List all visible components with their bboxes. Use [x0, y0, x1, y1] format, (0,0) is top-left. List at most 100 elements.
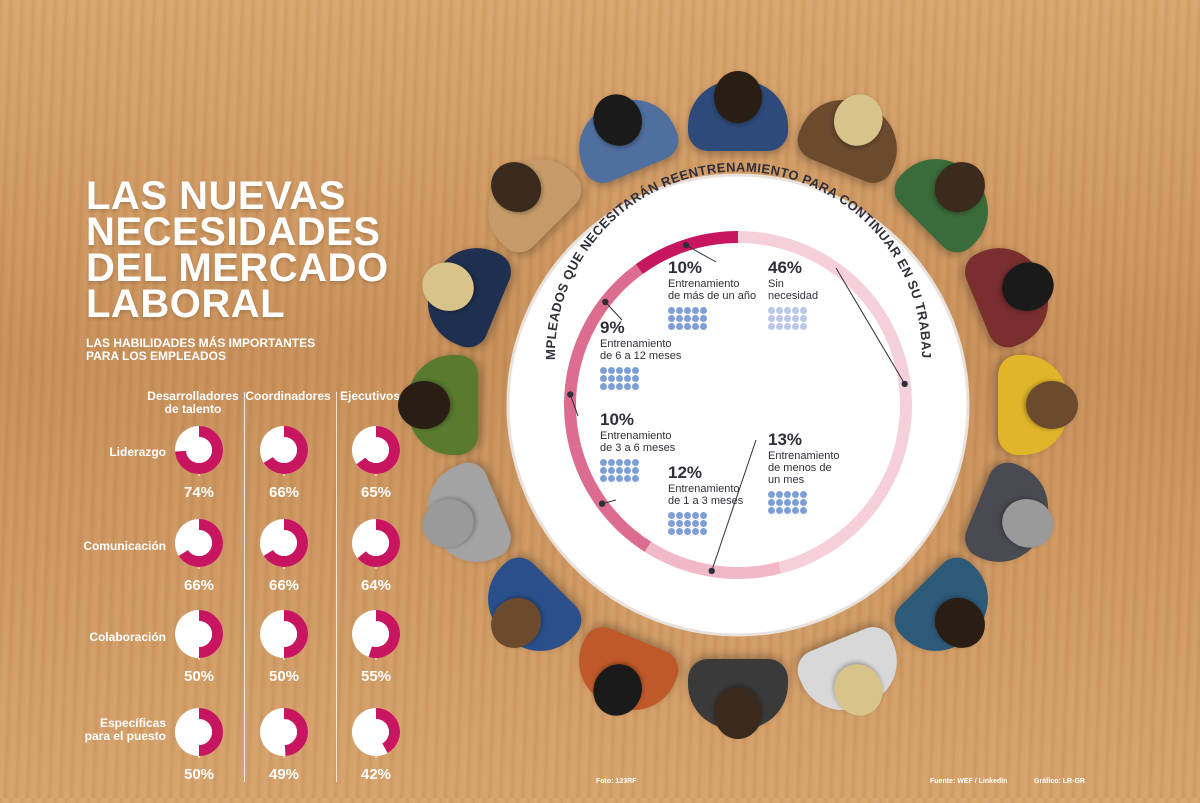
segment-text: Entrenamiento — [668, 278, 740, 290]
skill-donut — [258, 706, 310, 758]
skill-donut-hole — [363, 437, 389, 463]
segment-value: 9% — [600, 318, 625, 337]
dot-matrix — [600, 367, 644, 391]
skill-donut — [173, 424, 225, 476]
skill-donut-svg — [352, 519, 400, 569]
skill-donut-hole — [186, 621, 212, 647]
segment-text: necesidad — [768, 290, 819, 302]
row-label-job-specific: Específicas para el puesto — [70, 717, 166, 743]
segment-value: 46% — [768, 258, 803, 277]
skill-donut — [350, 706, 402, 758]
title-line: LABORAL — [86, 282, 286, 326]
skill-donut — [258, 517, 310, 569]
skill-donut-svg — [352, 610, 400, 660]
skill-donut-value: 55% — [360, 668, 392, 685]
skill-donut-svg — [175, 426, 223, 476]
skill-donut-value: 50% — [183, 668, 215, 685]
leader-line — [711, 439, 757, 572]
skill-donut — [173, 706, 225, 758]
seated-person — [678, 51, 798, 171]
title-line: LAS NUEVAS — [86, 174, 346, 218]
person-head — [714, 71, 762, 123]
skill-donut-arc — [198, 708, 223, 756]
skill-donut — [258, 608, 310, 660]
segment-value: 10% — [600, 410, 635, 429]
segment-label-more-than-year: 10% Entrenamiento de más de un año — [668, 258, 756, 331]
leader-line — [835, 267, 906, 385]
skill-donut-value: 50% — [268, 668, 300, 685]
skill-donut-hole — [363, 719, 389, 745]
skill-donut-svg — [260, 519, 308, 569]
skill-donut — [350, 517, 402, 569]
segment-label-1-3-months: 12% Entrenamiento de 1 a 3 meses — [668, 463, 743, 536]
skill-donut — [350, 424, 402, 476]
title-line: NECESIDADES — [86, 210, 381, 254]
dot-matrix — [668, 512, 712, 536]
skill-donut-svg — [352, 426, 400, 476]
leader-lines — [567, 242, 908, 575]
source-credit: Fuente: WEF / LinkedIn — [930, 778, 1008, 785]
skill-donut — [173, 517, 225, 569]
segment-text: de más de un año — [668, 290, 757, 302]
row-label-line: Específicas — [99, 716, 166, 730]
skill-donut-arc — [356, 426, 400, 474]
skill-donut-value: 66% — [268, 577, 300, 594]
skill-donut-arc — [263, 426, 308, 474]
segment-text: Entrenamiento — [668, 483, 740, 495]
segment-label-no-need: 46% Sin necesidad — [768, 258, 818, 331]
segment-value: 12% — [668, 463, 703, 482]
column-header-line: Ejecutivos — [339, 389, 401, 403]
skill-donut-value: 66% — [268, 484, 300, 501]
skill-donut-arc — [198, 610, 223, 658]
table-top — [506, 173, 970, 637]
segment-label-6-12-months: 9% Entrenamiento de 6 a 12 meses — [600, 318, 681, 391]
segment-text: Entrenamiento — [768, 450, 840, 462]
column-header-line: Desarrolladores — [147, 389, 239, 403]
segment-text: de 1 a 3 meses — [668, 495, 744, 507]
skill-donut-hole — [271, 437, 297, 463]
skill-donut-value: 66% — [183, 577, 215, 594]
dot-matrix — [768, 307, 812, 331]
skill-donut-hole — [363, 621, 389, 647]
skill-donut-arc — [357, 519, 400, 567]
skill-donut-hole — [271, 719, 297, 745]
column-divider — [244, 392, 245, 782]
leader-line — [569, 394, 579, 417]
skill-donut-arc — [178, 519, 223, 567]
column-header-coordinators: Coordinadores — [240, 390, 336, 403]
skill-donut-hole — [271, 530, 297, 556]
page-title: LAS NUEVAS NECESIDADES DEL MERCADO LABOR… — [86, 174, 406, 326]
skill-donut-arc — [283, 708, 308, 756]
segment-text: Sin — [768, 278, 784, 290]
skill-donut-svg — [175, 610, 223, 660]
segment-text: un mes — [768, 474, 805, 486]
column-header-line: Coordinadores — [245, 389, 331, 403]
skill-donut-arc — [283, 610, 308, 658]
row-label-communication: Comunicación — [70, 540, 166, 553]
segment-label-less-than-month: 13% Entrenamiento de menos de un mes — [768, 430, 840, 515]
skill-donut-svg — [175, 708, 223, 758]
subtitle: LAS HABILIDADES MÁS IMPORTANTES PARA LOS… — [86, 337, 336, 363]
column-header-line: de talento — [164, 402, 222, 416]
skill-donut-value: 65% — [360, 484, 392, 501]
row-label-line: Comunicación — [83, 539, 166, 553]
row-label-collaboration: Colaboración — [70, 631, 166, 644]
leader-line — [604, 301, 623, 321]
row-label-leadership: Liderazgo — [70, 446, 166, 459]
skill-donut — [350, 608, 402, 660]
skill-donut — [258, 424, 310, 476]
skill-donut-arc — [368, 610, 400, 658]
skill-donut-value: 64% — [360, 577, 392, 594]
skill-donut-svg — [352, 708, 400, 758]
subtitle-line: PARA LOS EMPLEADOS — [86, 349, 227, 363]
segment-value: 13% — [768, 430, 803, 449]
row-label-line: Liderazgo — [109, 445, 166, 459]
row-label-line: para el puesto — [84, 729, 166, 743]
skill-donut-arc — [375, 708, 400, 754]
column-divider — [336, 392, 337, 782]
skill-donut-hole — [271, 621, 297, 647]
skill-donut-hole — [186, 719, 212, 745]
leader-line — [685, 244, 717, 263]
skill-donut-svg — [175, 519, 223, 569]
